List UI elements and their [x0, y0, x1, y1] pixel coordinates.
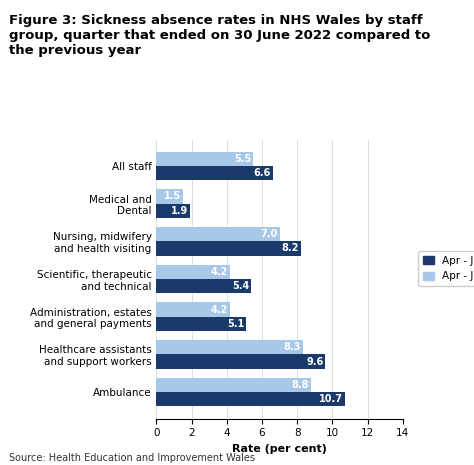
Text: 10.7: 10.7 [319, 394, 343, 404]
Bar [156, 279, 252, 293]
Bar [156, 392, 345, 406]
Text: 8.8: 8.8 [292, 380, 309, 390]
Text: 8.2: 8.2 [281, 244, 299, 253]
Bar [156, 317, 246, 331]
Bar [156, 152, 253, 166]
Text: Source: Health Education and Improvement Wales: Source: Health Education and Improvement… [9, 452, 255, 463]
Bar [156, 265, 230, 279]
Text: 1.9: 1.9 [171, 206, 188, 216]
Text: 5.5: 5.5 [234, 154, 251, 164]
Bar [156, 204, 190, 218]
Bar [156, 189, 183, 204]
Bar [156, 166, 273, 180]
Text: 8.3: 8.3 [283, 342, 301, 352]
Text: 4.2: 4.2 [211, 267, 228, 277]
X-axis label: Rate (per cent): Rate (per cent) [232, 444, 327, 454]
Text: 4.2: 4.2 [211, 305, 228, 314]
Text: 5.4: 5.4 [232, 281, 249, 291]
Text: 6.6: 6.6 [253, 168, 271, 178]
Bar [156, 378, 311, 392]
Bar [156, 241, 301, 256]
Legend: Apr - Jun 2022, Apr - Jun 2021: Apr - Jun 2022, Apr - Jun 2021 [418, 251, 474, 286]
Bar [156, 302, 230, 317]
Bar [156, 340, 302, 354]
Text: 1.5: 1.5 [164, 192, 181, 201]
Text: Figure 3: Sickness absence rates in NHS Wales by staff
group, quarter that ended: Figure 3: Sickness absence rates in NHS … [9, 14, 431, 57]
Bar [156, 227, 280, 241]
Text: 7.0: 7.0 [260, 229, 278, 239]
Bar [156, 354, 326, 369]
Text: 5.1: 5.1 [227, 319, 244, 329]
Text: 9.6: 9.6 [306, 357, 323, 366]
